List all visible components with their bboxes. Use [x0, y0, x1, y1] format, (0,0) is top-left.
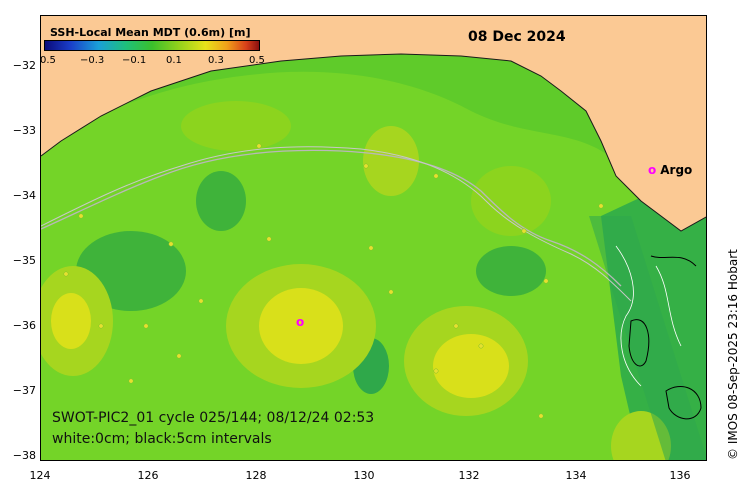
colorbar-tick: −0.3 — [80, 55, 105, 66]
y-tick-label: −37 — [12, 384, 36, 397]
bathymetry-contour — [41, 146, 632, 302]
colorbar-tick: 0.3 — [208, 55, 224, 66]
x-tick-label: 128 — [245, 469, 267, 482]
ssh-contour — [650, 255, 697, 267]
ssh-eddy-core — [259, 288, 343, 364]
ssh-eddy-core — [433, 334, 509, 398]
y-tick-label: −38 — [12, 449, 36, 462]
colorbar-tick: 0.1 — [166, 55, 182, 66]
argo-label-text: Argo — [660, 163, 693, 177]
imos-credit: © IMOS 08-Sep-2025 23:16 Hobart — [726, 249, 740, 460]
colorbar-title: SSH-Local Mean MDT (0.6m) [m] — [50, 26, 251, 39]
y-tick-label: −33 — [12, 124, 36, 137]
ssh-zero-contour — [615, 245, 642, 387]
ssh-low-patch — [476, 246, 546, 296]
argo-float-marker[interactable]: o — [296, 315, 305, 329]
ssh-eddy — [363, 126, 419, 196]
ssh-zero-contour — [655, 265, 682, 347]
colorbar — [44, 40, 260, 51]
ssh-map — [41, 16, 706, 460]
argo-marker-icon: o — [648, 163, 657, 177]
australia-land — [41, 16, 706, 231]
ssh-contour — [665, 386, 702, 420]
ssh-region-light — [41, 71, 706, 460]
ssh-eddy — [471, 166, 551, 236]
ssh-low-patch — [196, 171, 246, 231]
swot-cycle-info: SWOT-PIC2_01 cycle 025/144; 08/12/24 02:… — [52, 410, 375, 426]
x-tick-label: 130 — [353, 469, 375, 482]
argo-legend: o Argo — [648, 163, 692, 177]
bathymetry-contour — [41, 149, 622, 287]
colorbar-tick: 0.5 — [249, 55, 265, 66]
coastline — [41, 53, 706, 232]
y-tick-label: −34 — [12, 189, 36, 202]
x-tick-label: 124 — [29, 469, 51, 482]
ssh-eddy-core — [51, 293, 91, 349]
ssh-eddy — [181, 101, 291, 151]
colorbar-tick: −0.1 — [122, 55, 147, 66]
swot-swath — [589, 216, 706, 460]
x-tick-label: 132 — [458, 469, 480, 482]
y-tick-label: −32 — [12, 59, 36, 72]
ssh-contour — [628, 319, 650, 367]
x-tick-label: 134 — [565, 469, 587, 482]
along-track-points — [63, 143, 604, 419]
y-tick-label: −35 — [12, 254, 36, 267]
map-panel[interactable] — [40, 15, 707, 461]
x-tick-label: 136 — [669, 469, 691, 482]
x-tick-label: 126 — [137, 469, 159, 482]
map-date: 08 Dec 2024 — [468, 29, 566, 45]
y-tick-label: −36 — [12, 319, 36, 332]
colorbar-tick: 0.5 — [40, 55, 56, 66]
contour-interval-info: white:0cm; black:5cm intervals — [52, 431, 272, 447]
